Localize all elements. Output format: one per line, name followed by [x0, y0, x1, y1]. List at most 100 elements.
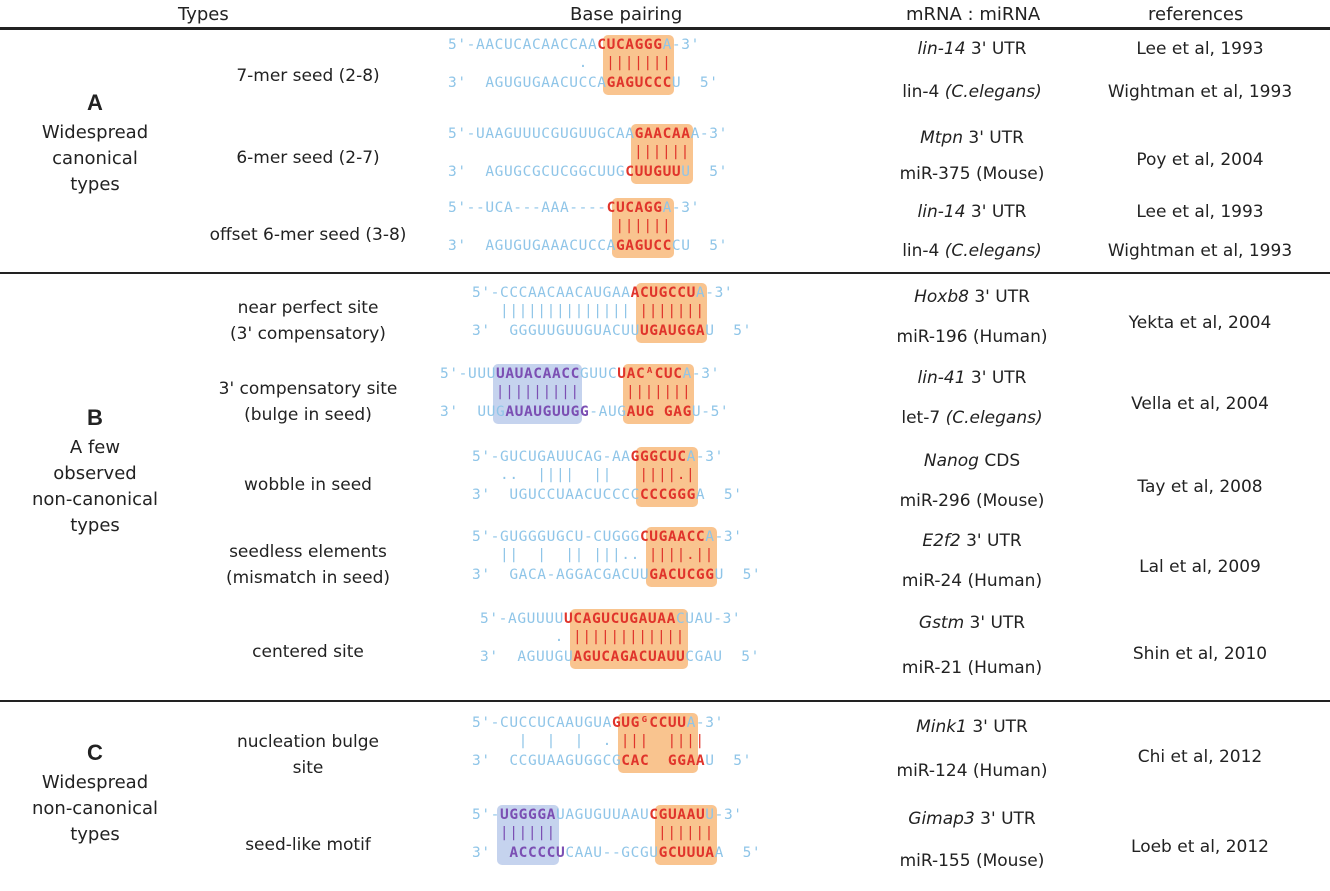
row-type-label: seed-like motif — [245, 835, 371, 855]
divider-a-b — [0, 272, 1330, 274]
row-mirna-label: lin-4 (C.elegans) — [902, 82, 1042, 102]
seed-pairing-marks: |||||||||||| — [573, 629, 685, 645]
mrna-sequence: 5'-UGGGGAUAGUGUUAAUCGUAAUU-3' — [472, 807, 743, 823]
seed-pairing-marks: ||||||| — [606, 55, 672, 71]
mrna-sequence: 5'-CUCCUCAAUGUAGUGᴳCCUUA-3' — [472, 715, 724, 731]
seed-pairing-marks: |||||| — [615, 218, 672, 234]
mirna-sequence: 3' GGGUUGUUGUACUUUGAUGGAU 5' — [472, 323, 752, 339]
row-mrna-label: Mink1 3' UTR — [916, 717, 1028, 737]
row-type-label: centered site — [252, 642, 364, 662]
seed-highlight-box — [612, 198, 675, 258]
seed-pairing-marks: ||||.|| — [648, 547, 714, 563]
header-references: references — [1148, 4, 1244, 25]
mirna-sequence: 3' AGUGUGAACUCCAGAGUCCCU 5' — [448, 75, 719, 91]
row-reference: Wightman et al, 1993 — [1107, 82, 1293, 102]
row-reference: Chi et al, 2012 — [1137, 747, 1263, 767]
mrna-sequence: 5'-CCCAACAACAUGAAACUGCCUA-3' — [472, 285, 734, 301]
row-mirna-label: let-7 (C.elegans) — [901, 408, 1043, 428]
row-mrna-label: E2f2 3' UTR — [922, 531, 1022, 551]
header-base-pairing: Base pairing — [570, 4, 683, 25]
pairing-line: | | | . — [472, 733, 612, 749]
motif-pairing-marks: ||||||||| — [495, 384, 580, 400]
row-mrna-label: lin-14 3' UTR — [917, 39, 1027, 59]
row-type-label: 7-mer seed (2-8) — [236, 66, 380, 86]
pairing-line: |||||||||||||| — [472, 303, 631, 319]
row-mrna-label: lin-14 3' UTR — [917, 202, 1027, 222]
row-type-label: 6-mer seed (2-7) — [236, 148, 380, 168]
pairing-line: || | || |||.. — [472, 547, 640, 563]
mirna-sequence: 3' UUGAUAUGUUGG-AUGAUG GAGU-5' — [440, 404, 730, 420]
seed-highlight-box — [623, 364, 695, 424]
divider-b-c — [0, 700, 1330, 702]
row-type-label: wobble in seed — [244, 475, 372, 495]
seed-highlight-box — [617, 713, 699, 773]
group-c-letter: C — [87, 740, 103, 765]
mrna-sequence: 5'-AACUCACAACCAACUCAGGGA-3' — [448, 37, 700, 53]
row-reference: Lal et al, 2009 — [1139, 557, 1261, 577]
row-reference: Lee et al, 1993 — [1136, 202, 1264, 222]
motif-highlight-box — [496, 805, 559, 865]
group-b-desc: A few observed non-canonical types — [31, 437, 158, 536]
row-mrna-label: lin-41 3' UTR — [917, 368, 1027, 388]
mirna-sequence: 3' GACA-AGGACGACUUGACUCGGU 5' — [472, 567, 762, 583]
header-types: Types — [178, 4, 229, 25]
group-b-letter: B — [87, 405, 103, 430]
seed-pairing-marks: ||||.| — [639, 467, 696, 483]
row-mrna-label: Hoxb8 3' UTR — [914, 287, 1030, 307]
row-type-label: seedless elements (mismatch in seed) — [225, 542, 391, 588]
row-mrna-label: Gimap3 3' UTR — [908, 809, 1036, 829]
row-reference: Shin et al, 2010 — [1132, 644, 1268, 664]
row-mirna-label: miR-124 (Human) — [896, 761, 1048, 781]
row-reference: Yekta et al, 2004 — [1128, 313, 1272, 333]
mirna-sequence: 3' UGUCCUAACUCCCCCCCGGGA 5' — [472, 487, 743, 503]
row-type-label: 3' compensatory site (bulge in seed) — [218, 379, 398, 425]
seed-highlight-box — [645, 527, 717, 587]
mirna-sequence: 3' CCGUAAGUGGCGCAC GGAAU 5' — [472, 753, 752, 769]
pairing-line: .. |||| || — [472, 467, 612, 483]
seed-pairing-marks: ||| |||| — [620, 733, 705, 749]
pairing-line: . — [448, 55, 588, 71]
seed-highlight-box — [636, 447, 699, 507]
mrna-sequence: 5'-GUGGGUGCU-CUGGGCUGAACCA-3' — [472, 529, 743, 545]
row-mrna-label: Gstm 3' UTR — [918, 613, 1026, 633]
mrna-sequence: 5'--UCA---AAA----CUCAGGA-3' — [448, 200, 700, 216]
row-type-label: near perfect site (3' compensatory) — [230, 298, 386, 344]
seed-highlight-box — [603, 35, 675, 95]
mirna-sequence: 3' AGUGCGCUCGGCUUGCUUGUUU 5' — [448, 164, 728, 180]
seed-highlight-box — [631, 124, 693, 184]
mirna-sequence: 3' ACCCCUCAAU--GCGUGCUUUAA 5' — [472, 845, 762, 861]
seed-highlight-box — [655, 805, 717, 865]
pairing-line: . — [480, 629, 564, 645]
seed-pairing-marks: |||||| — [658, 825, 714, 841]
row-reference: Wightman et al, 1993 — [1107, 241, 1293, 261]
group-c-desc: Widespread non-canonical types — [31, 772, 158, 845]
row-mirna-label: miR-155 (Mouse) — [899, 851, 1045, 871]
seed-highlight-box — [636, 283, 708, 343]
seed-pairing-marks: ||||||| — [639, 303, 705, 319]
row-reference: Lee et al, 1993 — [1136, 39, 1264, 59]
row-type-label: nucleation bulge site — [236, 732, 379, 778]
mirna-sequence: 3' AGUUGUAGUCAGACUAUUCGAU 5' — [480, 649, 760, 665]
mirna-sequence: 3' AGUGUGAAACUCCAGAGUCCCU 5' — [448, 238, 728, 254]
motif-highlight-box — [492, 364, 583, 424]
mrna-sequence: 5'-GUCUGAUUCAG-AAGGGCUCA-3' — [472, 449, 724, 465]
mrna-sequence: 5'-UAAGUUUCGUGUUGCAAGAACAAA-3' — [448, 126, 728, 142]
row-reference: Poy et al, 2004 — [1136, 150, 1264, 170]
group-a-desc: Widespread canonical types — [41, 122, 149, 195]
group-a-letter: A — [87, 90, 103, 115]
mrna-sequence: 5'-AGUUUUUCAGUCUGAUAACUAU-3' — [480, 611, 742, 627]
row-type-label: offset 6-mer seed (3-8) — [209, 225, 407, 245]
seed-highlight-box — [570, 609, 688, 669]
seed-pairing-marks: |||||| — [634, 144, 690, 160]
header-mrna-mirna: mRNA : miRNA — [906, 4, 1041, 25]
row-mrna-label: Nanog CDS — [923, 451, 1021, 471]
header-rule — [0, 27, 1330, 30]
row-mirna-label: miR-375 (Mouse) — [899, 164, 1045, 184]
row-reference: Vella et al, 2004 — [1131, 394, 1269, 414]
row-mirna-label: miR-296 (Mouse) — [899, 491, 1045, 511]
motif-pairing-marks: |||||| — [499, 825, 556, 841]
row-reference: Tay et al, 2008 — [1137, 477, 1263, 497]
row-mrna-label: Mtpn 3' UTR — [920, 128, 1024, 148]
seed-pairing-marks: ||||||| — [626, 384, 692, 400]
row-mirna-label: miR-24 (Human) — [901, 571, 1043, 591]
